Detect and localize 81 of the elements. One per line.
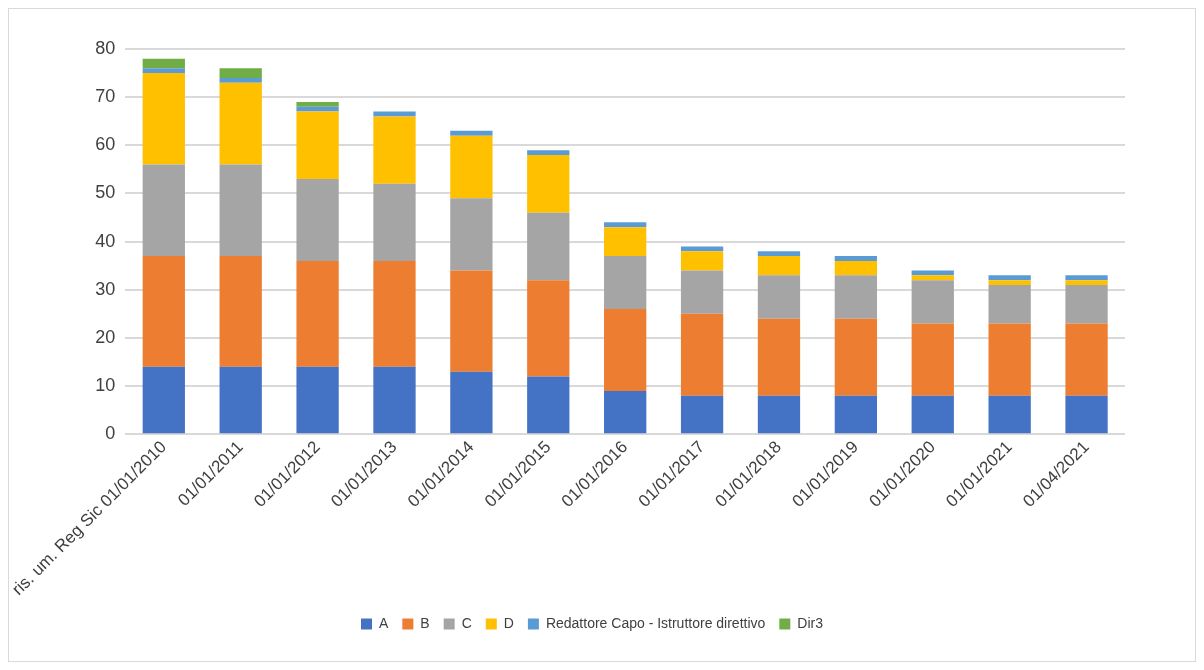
legend-label: Redattore Capo - Istruttore direttivo [545, 614, 766, 631]
bar [527, 280, 570, 377]
bar [373, 116, 416, 184]
bar [988, 395, 1031, 434]
bar [988, 284, 1031, 324]
bar [142, 164, 185, 257]
bar [834, 256, 878, 261]
bar [296, 179, 339, 261]
bar [680, 395, 724, 434]
bar [988, 280, 1031, 285]
y-tick-label: 30 [95, 278, 116, 299]
bar [527, 376, 570, 434]
bar [604, 309, 647, 391]
bar [450, 198, 493, 271]
bar [911, 323, 954, 396]
bar [219, 77, 262, 83]
legend-label: Dir3 [797, 614, 824, 631]
bar [373, 260, 416, 367]
y-tick-label: 60 [95, 134, 116, 155]
bar [834, 318, 878, 396]
bar [911, 280, 954, 324]
bar [527, 154, 570, 213]
bar [219, 256, 262, 367]
bar [604, 227, 647, 257]
bar [680, 313, 724, 396]
bar [219, 82, 262, 165]
bar [604, 222, 647, 228]
legend-label: A [379, 614, 389, 631]
bar [142, 73, 185, 165]
bar [834, 260, 878, 276]
bar [988, 275, 1031, 281]
bar [604, 256, 647, 310]
bar [450, 130, 493, 136]
bar [757, 318, 801, 396]
bar [1065, 275, 1108, 281]
bar [1065, 280, 1108, 285]
bar [834, 395, 878, 434]
bar [757, 395, 801, 434]
legend-label: D [503, 614, 514, 631]
bar [296, 366, 339, 434]
bar [1065, 284, 1108, 324]
bar [219, 366, 262, 434]
bar [834, 275, 878, 319]
bar [142, 58, 185, 69]
bar [757, 275, 801, 319]
bar [680, 251, 724, 271]
bar [680, 270, 724, 314]
bar [757, 256, 801, 276]
bar [296, 111, 339, 180]
legend-label: B [420, 614, 430, 631]
bar [527, 150, 570, 155]
y-tick-label: 80 [95, 37, 116, 58]
bar [142, 256, 185, 367]
legend-label: C [461, 614, 472, 631]
bar [911, 395, 954, 434]
bar [604, 390, 647, 434]
bar [296, 101, 339, 107]
bar [142, 68, 185, 74]
bar [219, 164, 262, 257]
bar [450, 135, 493, 199]
bar [757, 251, 801, 257]
bar [1065, 395, 1108, 434]
bar [296, 106, 339, 112]
bar [296, 260, 339, 367]
bar [373, 183, 416, 261]
bar [680, 246, 724, 252]
bar [988, 323, 1031, 396]
bar [527, 212, 570, 281]
bar [373, 366, 416, 434]
y-tick-label: 10 [95, 375, 116, 396]
bar [450, 371, 493, 434]
bar [450, 270, 493, 372]
bar [142, 366, 185, 434]
y-tick-label: 40 [95, 230, 116, 251]
y-tick-label: 20 [95, 326, 116, 347]
bar [1065, 323, 1108, 396]
y-tick-label: 0 [105, 423, 116, 444]
bar [219, 68, 262, 78]
y-tick-label: 50 [95, 182, 116, 203]
y-tick-label: 70 [95, 86, 116, 107]
bar [911, 275, 954, 281]
